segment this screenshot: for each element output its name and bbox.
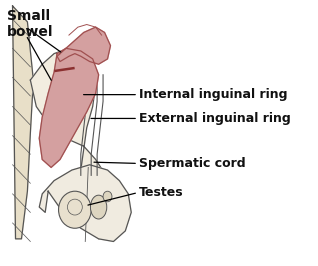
- Ellipse shape: [103, 191, 112, 202]
- Polygon shape: [39, 165, 131, 242]
- Text: Internal inguinal ring: Internal inguinal ring: [139, 88, 287, 101]
- Polygon shape: [30, 48, 114, 239]
- Polygon shape: [39, 48, 99, 167]
- Text: Small
bowel: Small bowel: [7, 9, 53, 39]
- Text: External inguinal ring: External inguinal ring: [139, 112, 290, 125]
- Polygon shape: [13, 6, 33, 239]
- Ellipse shape: [59, 191, 91, 228]
- Text: Testes: Testes: [139, 186, 183, 199]
- Polygon shape: [57, 27, 110, 64]
- Ellipse shape: [90, 195, 107, 219]
- Text: Spermatic cord: Spermatic cord: [139, 157, 245, 170]
